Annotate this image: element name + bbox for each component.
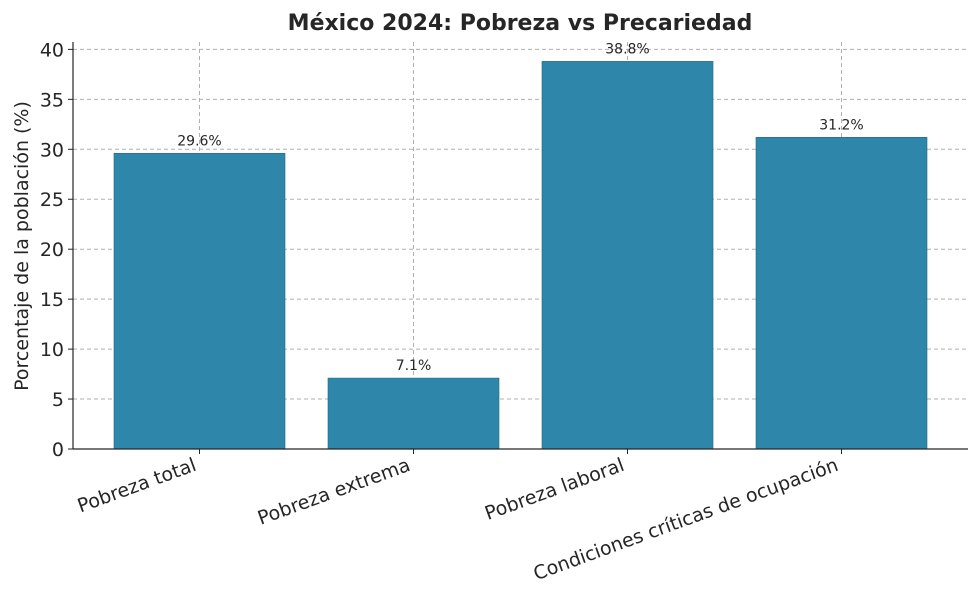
y-axis-label: Porcentaje de la población (%) bbox=[11, 101, 33, 391]
bar bbox=[327, 377, 500, 450]
x-tick-label: Pobreza total bbox=[75, 454, 200, 517]
y-tick-label: 30 bbox=[40, 139, 64, 161]
bar bbox=[541, 61, 714, 450]
x-tick-label: Pobreza laboral bbox=[482, 454, 627, 525]
chart-title: México 2024: Pobreza vs Precariedad bbox=[288, 11, 753, 36]
y-tick-label: 0 bbox=[52, 439, 64, 461]
bars-layer bbox=[113, 61, 928, 450]
data-label: 38.8% bbox=[605, 41, 649, 57]
data-label: 7.1% bbox=[396, 358, 432, 374]
bar bbox=[755, 137, 928, 450]
y-tick-label: 40 bbox=[40, 39, 64, 61]
y-tick-label: 5 bbox=[52, 389, 64, 411]
y-tick-label: 25 bbox=[40, 189, 64, 211]
data-label: 29.6% bbox=[177, 133, 221, 149]
data-label: 31.2% bbox=[819, 117, 863, 133]
bar bbox=[113, 152, 286, 450]
y-tick-label: 10 bbox=[40, 339, 64, 361]
axes-layer bbox=[68, 42, 968, 454]
x-tick-label: Pobreza extrema bbox=[255, 454, 413, 530]
y-tick-label: 35 bbox=[40, 89, 64, 111]
y-tick-label: 15 bbox=[40, 289, 64, 311]
y-tick-label: 20 bbox=[40, 239, 64, 261]
